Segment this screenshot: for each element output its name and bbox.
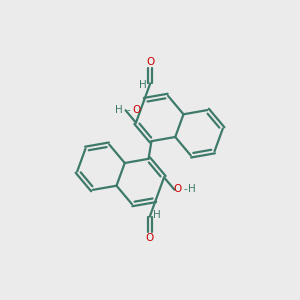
Text: -: - — [127, 105, 130, 115]
Text: O: O — [146, 57, 154, 67]
Text: H: H — [153, 210, 161, 220]
Text: H: H — [188, 184, 196, 194]
Text: O: O — [146, 233, 154, 243]
Text: O: O — [174, 184, 182, 194]
Text: H: H — [115, 105, 123, 115]
Text: -: - — [184, 184, 188, 194]
Text: H: H — [139, 80, 147, 90]
Text: O: O — [133, 105, 141, 115]
